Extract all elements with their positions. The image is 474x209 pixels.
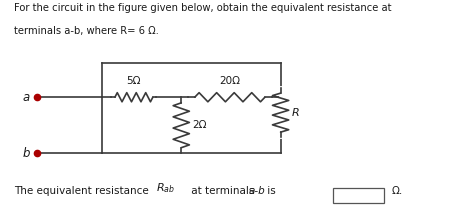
FancyBboxPatch shape xyxy=(332,187,384,203)
Text: b: b xyxy=(23,147,30,160)
Text: 2Ω: 2Ω xyxy=(192,120,207,130)
Text: Ω.: Ω. xyxy=(391,186,402,196)
Text: For the circuit in the figure given below, obtain the equivalent resistance at: For the circuit in the figure given belo… xyxy=(14,3,392,13)
Text: at terminals: at terminals xyxy=(188,186,258,196)
Text: a-b: a-b xyxy=(248,186,265,196)
Text: terminals a-b, where R= 6 Ω.: terminals a-b, where R= 6 Ω. xyxy=(14,26,159,36)
Text: The equivalent resistance: The equivalent resistance xyxy=(14,186,152,196)
Text: $R_{ab}$: $R_{ab}$ xyxy=(156,182,175,195)
Text: a: a xyxy=(23,91,30,104)
Text: R: R xyxy=(292,108,300,118)
Text: 5Ω: 5Ω xyxy=(127,76,141,86)
Text: 20Ω: 20Ω xyxy=(219,76,240,86)
Text: is: is xyxy=(264,186,279,196)
